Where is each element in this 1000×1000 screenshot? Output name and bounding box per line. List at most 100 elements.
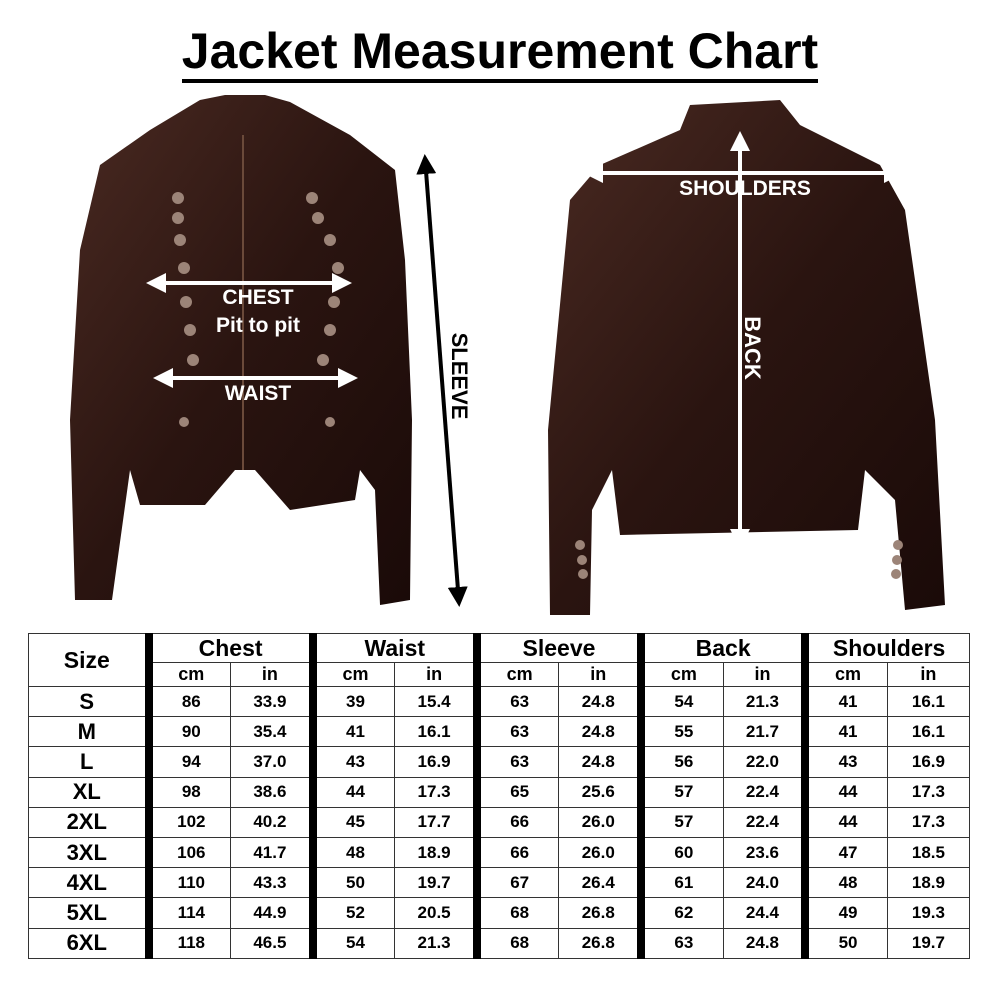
value-cell: 16.1	[886, 716, 971, 748]
value-cell: 50	[308, 867, 396, 899]
value-cell: 26.8	[558, 897, 642, 929]
value-cell: 54	[308, 927, 396, 959]
value-cell: 21.3	[722, 685, 806, 718]
value-cell: 60	[637, 836, 724, 869]
value-cell: 45	[308, 806, 396, 838]
unit-header-row: cm in cm in cm in cm in cm in	[29, 662, 971, 687]
value-cell: 41	[801, 685, 888, 718]
table-row: 4XL 110 43.3 50 19.7 67 26.4 61 24.0 48 18.9	[28, 867, 971, 899]
value-cell: 24.4	[722, 897, 806, 929]
jacket-illustrations: CHEST Pit to pit WAIST SLEEVE SHOULDERS …	[70, 95, 945, 615]
value-cell: 44.9	[230, 897, 314, 929]
table-row: L 94 37.0 43 16.9 63 24.8 56 22.0 43 16.9	[28, 746, 971, 778]
unit-header-in: in	[394, 662, 478, 687]
unit-header-cm: cm	[801, 662, 888, 687]
value-cell: 98	[144, 776, 232, 808]
value-cell: 33.9	[230, 685, 314, 718]
value-cell: 43	[801, 746, 888, 778]
value-cell: 17.3	[886, 806, 971, 838]
value-cell: 43.3	[230, 867, 314, 899]
value-cell: 24.8	[722, 927, 806, 959]
value-cell: 94	[144, 746, 232, 778]
value-cell: 90	[144, 716, 232, 748]
value-cell: 49	[801, 897, 888, 929]
value-cell: 63	[472, 746, 560, 778]
value-cell: 65	[472, 776, 560, 808]
unit-header-cm: cm	[472, 662, 560, 687]
unit-header-cm: cm	[308, 662, 396, 687]
group-header-sleeve: Sleeve	[472, 633, 642, 663]
value-cell: 40.2	[230, 806, 314, 838]
value-cell: 52	[308, 897, 396, 929]
value-cell: 16.9	[394, 746, 478, 778]
value-cell: 22.0	[722, 746, 806, 778]
value-cell: 118	[144, 927, 232, 959]
value-cell: 26.0	[558, 806, 642, 838]
size-cell: 4XL	[28, 867, 149, 899]
value-cell: 63	[472, 716, 560, 748]
group-header-chest: Chest	[144, 633, 314, 663]
value-cell: 43	[308, 746, 396, 778]
value-cell: 22.4	[722, 806, 806, 838]
value-cell: 114	[144, 897, 232, 929]
table-row: S 86 33.9 39 15.4 63 24.8 54 21.3 41 16.1	[28, 685, 971, 718]
value-cell: 50	[801, 927, 888, 959]
value-cell: 57	[637, 806, 724, 838]
chest-label: CHEST	[222, 286, 293, 309]
value-cell: 18.5	[886, 836, 971, 869]
value-cell: 19.3	[886, 897, 971, 929]
size-header: Size	[28, 633, 149, 687]
size-cell: 6XL	[28, 927, 149, 959]
size-cell: 3XL	[28, 836, 149, 869]
sleeve-arrow	[416, 154, 468, 607]
table-row: 5XL 114 44.9 52 20.5 68 26.8 62 24.4 49 19.3	[28, 897, 971, 929]
size-table: Size Chest Waist Sleeve Back Shoulders cm in cm i…	[28, 633, 971, 959]
value-cell: 17.3	[394, 776, 478, 808]
value-cell: 25.6	[558, 776, 642, 808]
value-cell: 41	[308, 716, 396, 748]
value-cell: 68	[472, 897, 560, 929]
value-cell: 26.8	[558, 927, 642, 959]
size-cell: 2XL	[28, 806, 149, 838]
value-cell: 44	[801, 776, 888, 808]
value-cell: 18.9	[394, 836, 478, 869]
value-cell: 26.4	[558, 867, 642, 899]
unit-header-in: in	[886, 662, 971, 687]
size-cell: S	[28, 685, 149, 718]
value-cell: 106	[144, 836, 232, 869]
value-cell: 35.4	[230, 716, 314, 748]
value-cell: 24.8	[558, 746, 642, 778]
value-cell: 24.8	[558, 716, 642, 748]
value-cell: 56	[637, 746, 724, 778]
table-row: 3XL 106 41.7 48 18.9 66 26.0 60 23.6 47 18.5	[28, 836, 971, 869]
value-cell: 44	[801, 806, 888, 838]
value-cell: 24.8	[558, 685, 642, 718]
group-header-back: Back	[637, 633, 806, 663]
value-cell: 39	[308, 685, 396, 718]
page-title: Jacket Measurement Chart	[0, 22, 1000, 83]
unit-header-in: in	[230, 662, 314, 687]
table-row: 2XL 102 40.2 45 17.7 66 26.0 57 22.4 44 17.3	[28, 806, 971, 838]
value-cell: 21.3	[394, 927, 478, 959]
value-cell: 19.7	[886, 927, 971, 959]
size-cell: L	[28, 746, 149, 778]
value-cell: 26.0	[558, 836, 642, 869]
value-cell: 61	[637, 867, 724, 899]
value-cell: 48	[308, 836, 396, 869]
unit-header-in: in	[722, 662, 806, 687]
value-cell: 37.0	[230, 746, 314, 778]
back-label: BACK	[740, 316, 765, 380]
value-cell: 18.9	[886, 867, 971, 899]
chest-sub-label: Pit to pit	[216, 314, 300, 337]
table-row: M 90 35.4 41 16.1 63 24.8 55 21.7 41 16.1	[28, 716, 971, 748]
value-cell: 17.3	[886, 776, 971, 808]
value-cell: 68	[472, 927, 560, 959]
value-cell: 67	[472, 867, 560, 899]
front-jacket-image	[70, 95, 412, 605]
unit-header-cm: cm	[637, 662, 724, 687]
unit-header-cm: cm	[144, 662, 232, 687]
value-cell: 19.7	[394, 867, 478, 899]
sleeve-label: SLEEVE	[447, 333, 472, 420]
value-cell: 15.4	[394, 685, 478, 718]
value-cell: 17.7	[394, 806, 478, 838]
